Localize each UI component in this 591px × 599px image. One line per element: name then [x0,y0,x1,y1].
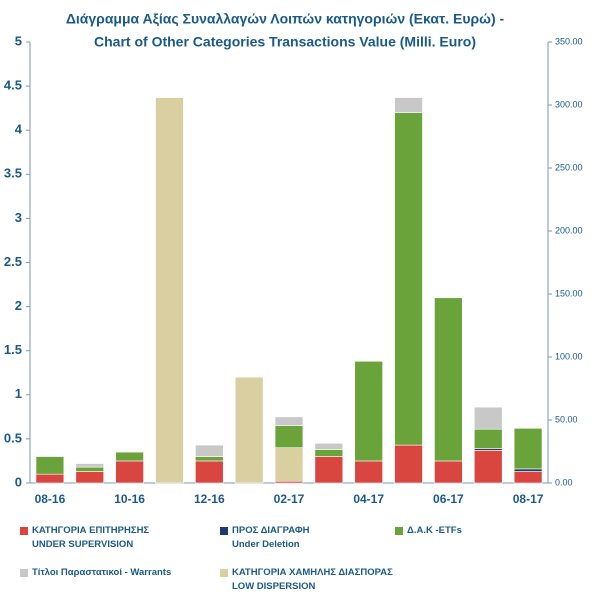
x-tick-label: 10-16 [114,492,145,506]
x-tick-label: 02-17 [274,492,305,506]
bar-segment [75,463,105,468]
bar-segment [274,425,304,449]
bar-segment [75,471,105,484]
y-tick-label: 4.5 [4,78,22,93]
bar-segment [513,428,543,470]
legend-label: ΚΑΤΗΓΟΡΙΑ ΕΠΙΤΗΡΗΣΗΣ UNDER SUPERVISION [32,525,150,550]
bar-segment [274,447,304,482]
chart-subtitle: Chart of Other Categories Transactions V… [94,34,476,50]
y2-tick-label: 50.00 [555,414,578,424]
bar-segment [513,468,543,472]
bar-segment [473,428,503,449]
legend-swatch [395,527,403,535]
bar-segment [473,450,503,484]
y2-tick-label: 200.00 [555,225,583,235]
bar-segment [473,406,503,430]
y-tick-label: 2.5 [4,254,22,269]
bar-segment [35,473,65,484]
legend-label: Τίτλοι Παραστατικοί - Warrants [32,567,172,578]
legend-item: Δ.Α.Κ -ETFs [395,524,575,552]
bar-segment [35,456,65,475]
x-tick-label: 08-17 [513,492,544,506]
bar-segment [195,444,224,457]
legend-swatch [220,527,228,535]
legend-label: ΚΑΤΗΓΟΡΙΑ ΧΑΜΗΛΗΣ ΔΙΑΣΠΟΡΑΣ LOW DISPERSI… [232,567,393,592]
bar-segment [75,466,105,472]
bar-segment [155,97,184,484]
legend-label: Δ.Α.Κ -ETFs [407,525,462,536]
y2-tick-label: 300.00 [555,99,583,109]
legend-item: ΠΡΟΣ ΔΙΑΓΡΑΦΗ Under Deletion [220,524,395,552]
y-tick-label: 0.5 [4,430,22,445]
bar-segment [35,455,65,457]
y-tick-label: 3 [15,210,22,225]
bar-segment [394,444,423,484]
bar-segment [274,416,304,426]
bar-segment [434,297,463,462]
bar-segment [354,360,383,462]
bar-segment [513,471,543,484]
legend-swatch [220,569,228,577]
bar-segment [434,460,463,484]
y-tick-label: 2 [15,298,22,313]
legend-swatch [20,569,28,577]
y2-tick-label: 100.00 [555,351,583,361]
y2-tick-label: 350.00 [555,36,583,46]
y-tick-label: 1.5 [4,342,22,357]
bar-segment [394,112,423,446]
y2-tick-label: 250.00 [555,162,583,172]
y2-tick-label: 0.00 [555,477,573,487]
x-tick-label: 12-16 [194,492,225,506]
bar-segment [234,376,264,484]
legend-item: Τίτλοι Παραστατικοί - Warrants [20,566,220,594]
y-tick-label: 0 [15,474,22,489]
legend-label: ΠΡΟΣ ΔΙΑΓΡΑΦΗ Under Deletion [232,525,310,550]
y-tick-label: 4 [15,122,23,137]
y-tick-label: 3.5 [4,166,22,181]
bar-segment [115,451,144,462]
bar-segment [195,460,224,484]
bar-segment [314,443,344,450]
bar-segment [314,456,344,484]
y-tick-label: 1 [15,386,22,401]
bar-segment [354,460,383,484]
legend-swatch [20,527,28,535]
y-tick-label: 5 [15,33,22,48]
y2-tick-label: 150.00 [555,288,583,298]
x-tick-label: 06-17 [433,492,464,506]
x-tick-label: 04-17 [353,492,384,506]
chart: Διάγραμμα Αξίας Συναλλαγών Λοιπών κατηγο… [4,11,583,506]
legend-item: ΚΑΤΗΓΟΡΙΑ ΕΠΙΤΗΡΗΣΗΣ UNDER SUPERVISION [20,524,220,552]
legend: ΚΑΤΗΓΟΡΙΑ ΕΠΙΤΗΡΗΣΗΣ UNDER SUPERVISION ΠΡ… [20,524,580,594]
legend-item: ΚΑΤΗΓΟΡΙΑ ΧΑΜΗΛΗΣ ΔΙΑΣΠΟΡΑΣ LOW DISPERSI… [220,566,395,594]
bar-segment [115,460,144,484]
bar-segment [394,97,423,113]
bar-segment [195,456,224,462]
chart-title: Διάγραμμα Αξίας Συναλλαγών Λοιπών κατηγο… [66,11,505,27]
x-tick-label: 08-16 [35,492,66,506]
bar-segment [314,449,344,457]
